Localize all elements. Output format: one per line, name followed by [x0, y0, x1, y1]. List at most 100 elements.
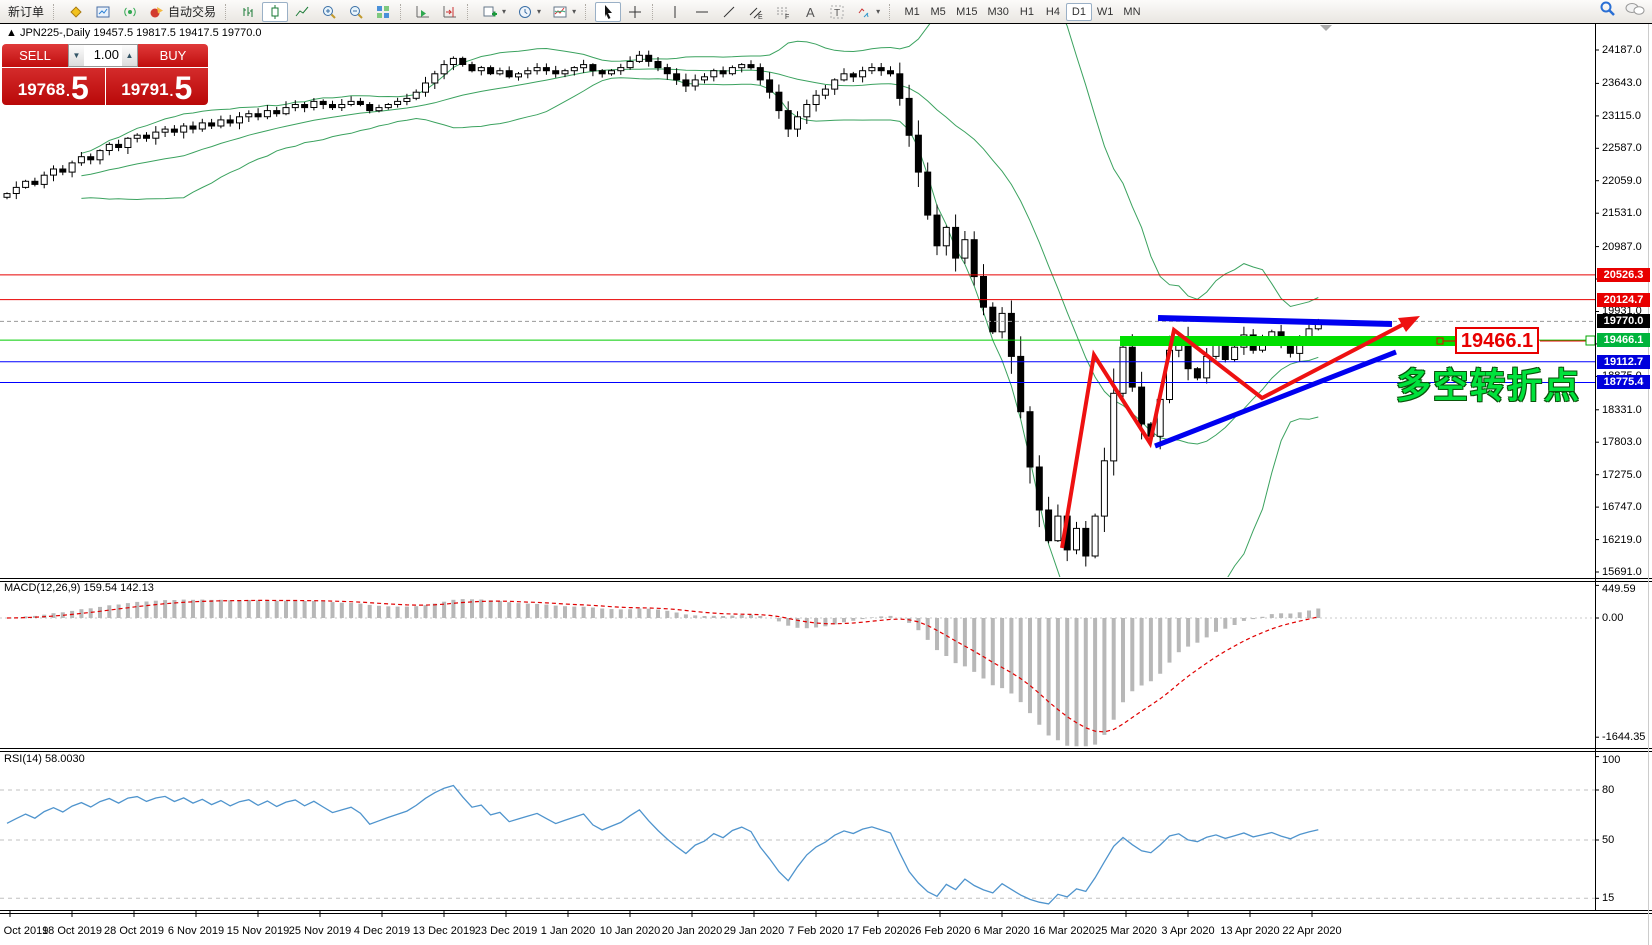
- arrows-shapes-button[interactable]: ▾: [851, 2, 885, 22]
- price-tick-label: 22059.0: [1602, 175, 1642, 187]
- auto-trading-button[interactable]: 自动交易: [144, 2, 221, 22]
- price-callout-label[interactable]: 19466.1: [1455, 327, 1539, 354]
- horizontal-line-icon: [694, 4, 710, 20]
- price-tick-label: 16747.0: [1602, 501, 1642, 513]
- timeframe-button-m5[interactable]: M5: [925, 3, 951, 21]
- search-icon[interactable]: [1599, 0, 1616, 22]
- chat-icon[interactable]: [1624, 1, 1646, 22]
- crosshair-button[interactable]: [622, 2, 648, 22]
- signals-button[interactable]: [117, 2, 143, 22]
- trendline-icon: [721, 4, 737, 20]
- price-tick-label: 18331.0: [1602, 404, 1642, 416]
- price-badge: 19112.7: [1597, 355, 1650, 369]
- date-label: 26 Feb 2020: [909, 925, 971, 937]
- toolbar-separator: [889, 3, 895, 20]
- price-tick-label: 20987.0: [1602, 241, 1642, 253]
- buy-price[interactable]: 19791. 5: [105, 68, 208, 105]
- symbol-period-label: JPN225-,Daily: [19, 27, 91, 39]
- timeframe-button-m30[interactable]: M30: [983, 3, 1014, 21]
- date-label: 6 Nov 2019: [167, 925, 225, 937]
- date-label: 29 Jan 2020: [723, 925, 785, 937]
- rsi-tick-label: 15: [1602, 892, 1615, 904]
- text-label-icon: T: [829, 4, 845, 20]
- market-watch-button[interactable]: [90, 2, 116, 22]
- price-tick-label: 24187.0: [1602, 44, 1642, 56]
- candlestick-icon: [267, 4, 283, 20]
- sell-button[interactable]: SELL: [2, 44, 68, 67]
- equidistant-channel-button[interactable]: E: [743, 2, 769, 22]
- zoom-out-button[interactable]: [343, 2, 369, 22]
- text-label-button[interactable]: T: [824, 2, 850, 22]
- timeframe-button-m1[interactable]: M1: [899, 3, 925, 21]
- new-order-label: 新订单: [8, 5, 45, 19]
- timeframe-toolbar: M1 M5 M15 M30 H1 H4 D1 W1 MN: [899, 2, 1145, 21]
- price-badge: 19770.0: [1597, 314, 1650, 328]
- text-button[interactable]: A: [797, 2, 823, 22]
- arrows-icon: [856, 4, 872, 20]
- cursor-button[interactable]: [595, 1, 622, 22]
- price-badge: 19466.1: [1597, 333, 1650, 347]
- metaeditor-button[interactable]: [63, 2, 89, 22]
- price-tick-label: 17275.0: [1602, 469, 1642, 481]
- macd-signal-line: [6, 599, 1319, 733]
- tile-windows-button[interactable]: [370, 2, 396, 22]
- macd-label: MACD(12,26,9) 159.54 142.13: [4, 582, 154, 594]
- timeframe-button-m15[interactable]: M15: [951, 3, 982, 21]
- line-chart-mode-button[interactable]: [289, 2, 315, 22]
- price-tick-label: 23115.0: [1602, 110, 1641, 122]
- auto-scroll-button[interactable]: [410, 2, 436, 22]
- price-tick-label: 16219.0: [1602, 534, 1642, 546]
- price-badge: 20526.3: [1597, 268, 1650, 282]
- price-path-arrow: [1060, 322, 1405, 549]
- dropdown-arrow-icon: ▾: [502, 7, 507, 16]
- candlestick-mode-button[interactable]: [262, 1, 289, 22]
- timeframe-button-mn[interactable]: MN: [1118, 3, 1145, 21]
- splitter-marker-icon: [1320, 25, 1332, 31]
- horizontal-line-button[interactable]: [689, 2, 715, 22]
- timeframe-button-h4[interactable]: H4: [1040, 3, 1066, 21]
- bar-chart-mode-button[interactable]: [235, 2, 261, 22]
- new-chart-button[interactable]: ▾: [477, 2, 511, 22]
- trendline-button[interactable]: [716, 2, 742, 22]
- toolbar-separator: [53, 3, 59, 20]
- macd-tick-label: 449.59: [1602, 583, 1636, 595]
- arrowhead: [1398, 316, 1420, 332]
- date-label: 20 Jan 2020: [661, 925, 723, 937]
- sell-price[interactable]: 19768. 5: [2, 68, 105, 105]
- auto-trading-icon: [149, 4, 165, 20]
- text-icon: A: [802, 4, 818, 20]
- vertical-line-button[interactable]: [662, 2, 688, 22]
- dropdown-arrow-icon: ▾: [876, 7, 881, 16]
- buy-price-sep: .: [169, 83, 174, 99]
- volume-increase-button[interactable]: ▲: [122, 45, 137, 66]
- volume-input[interactable]: 1.00: [93, 47, 119, 62]
- new-order-button[interactable]: 新订单: [3, 2, 49, 22]
- timeframe-button-w1[interactable]: W1: [1092, 3, 1119, 21]
- buy-button[interactable]: BUY: [138, 44, 208, 67]
- svg-text:F: F: [785, 14, 789, 20]
- periods-button[interactable]: ▾: [512, 2, 546, 22]
- toolbar-separator: [467, 3, 473, 20]
- chart-title: ▲ JPN225-,Daily 19457.5 19817.5 19417.5 …: [6, 27, 262, 39]
- auto-scroll-icon: [415, 4, 431, 20]
- zoom-in-button[interactable]: [316, 2, 342, 22]
- zoom-in-icon: [321, 4, 337, 20]
- indicators-button[interactable]: ▾: [547, 2, 581, 22]
- chart-shift-button[interactable]: [437, 2, 463, 22]
- date-label: 25 Nov 2019: [288, 925, 352, 937]
- crosshair-icon: [627, 4, 643, 20]
- fibonacci-button[interactable]: F: [770, 2, 796, 22]
- dropdown-arrow-icon: ▾: [572, 7, 577, 16]
- line-chart-icon: [294, 4, 310, 20]
- channel-icon: E: [748, 4, 764, 20]
- date-label: 17 Feb 2020: [847, 925, 909, 937]
- tile-windows-icon: [375, 4, 391, 20]
- date-label: 25 Mar 2020: [1095, 925, 1157, 937]
- rsi-line: [6, 784, 1319, 905]
- volume-decrease-button[interactable]: ▼: [69, 45, 84, 66]
- sell-price-sep: .: [66, 83, 70, 99]
- price-badge: 20124.7: [1597, 293, 1650, 307]
- timeframe-button-h1[interactable]: H1: [1014, 3, 1040, 21]
- timeframe-button-d1[interactable]: D1: [1065, 3, 1092, 21]
